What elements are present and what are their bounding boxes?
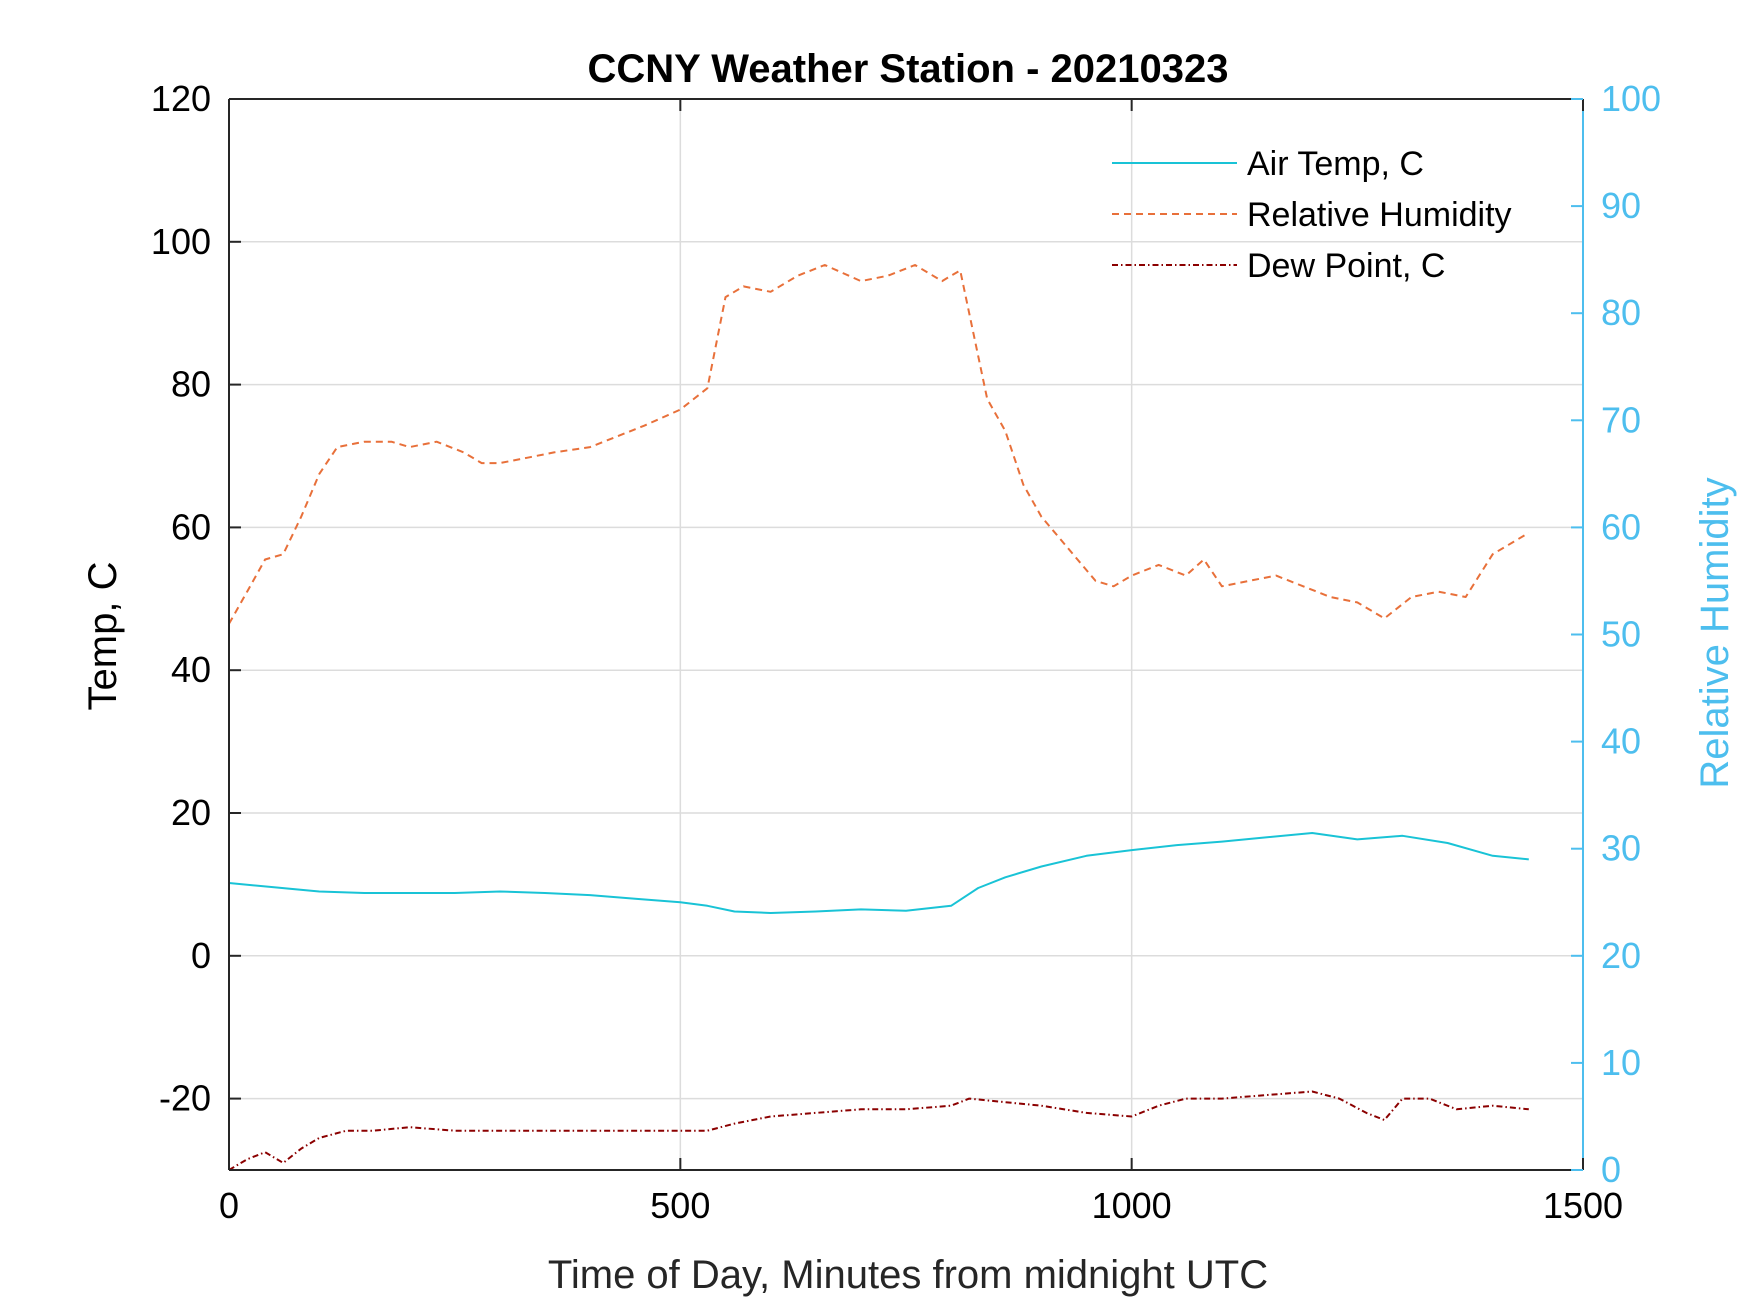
series-line-air-temp — [228, 832, 1529, 914]
x-tick-label-1: 500 — [650, 1185, 710, 1226]
y-left-tick-label-1: 0 — [191, 935, 211, 976]
y-right-tick-label-2: 20 — [1601, 935, 1641, 976]
y-right-tick-label-8: 80 — [1601, 292, 1641, 333]
x-tick-label-2: 1000 — [1092, 1185, 1172, 1226]
legend: Air Temp, C Relative Humidity Dew Point,… — [1112, 145, 1512, 285]
y-right-tick-label-10: 100 — [1601, 78, 1661, 119]
x-tick-label-0: 0 — [219, 1185, 239, 1226]
legend-label-air-temp: Air Temp, C — [1247, 145, 1424, 183]
y-left-tick-label-7: 120 — [151, 78, 211, 119]
legend-label-humidity: Relative Humidity — [1247, 196, 1512, 234]
y-left-tick-label-0: -20 — [159, 1078, 211, 1119]
y-left-tick-label-3: 40 — [171, 649, 211, 690]
y-right-tick-label-7: 70 — [1601, 399, 1641, 440]
y-right-tick-label-6: 60 — [1601, 506, 1641, 547]
grid-layer — [229, 99, 1583, 1170]
y-left-tick-label-5: 80 — [171, 364, 211, 405]
y-right-tick-label-5: 50 — [1601, 614, 1641, 655]
series-line-humidity — [228, 264, 1530, 625]
y-right-tick-label-9: 90 — [1601, 185, 1641, 226]
y-right-tick-label-1: 10 — [1601, 1042, 1641, 1083]
y-axis-left-label: Temp, C — [81, 562, 125, 711]
series-line-dew-point — [228, 1090, 1529, 1171]
y-left-tick-label-6: 100 — [151, 221, 211, 262]
y-right-tick-label-3: 30 — [1601, 828, 1641, 869]
series-layer — [228, 264, 1530, 1171]
y-right-tick-label-4: 40 — [1601, 721, 1641, 762]
y-left-tick-label-4: 60 — [171, 506, 211, 547]
y-axis-right-label: Relative Humidity — [1693, 477, 1737, 788]
chart-title: CCNY Weather Station - 20210323 — [588, 47, 1229, 91]
legend-label-dew-point: Dew Point, C — [1247, 247, 1445, 285]
ticks-layer: 0 500 1000 1500 -20 0 20 40 60 80 100 120 0 10 20 30 40 5… — [151, 78, 1661, 1226]
x-axis-label: Time of Day, Minutes from midnight UTC — [548, 1253, 1268, 1297]
y-left-tick-label-2: 20 — [171, 792, 211, 833]
x-tick-label-3: 1500 — [1543, 1185, 1623, 1226]
y-right-tick-label-0: 0 — [1601, 1149, 1621, 1190]
